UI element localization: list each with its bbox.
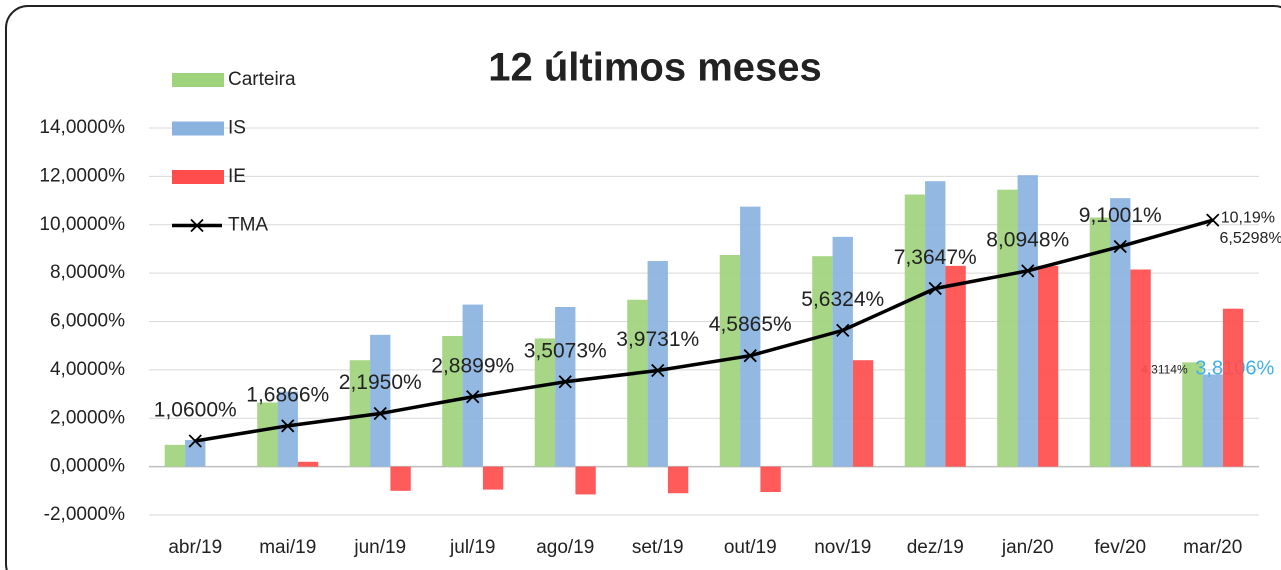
x-tick-label: jun/19 — [353, 537, 406, 558]
data-label: 8,0948% — [986, 228, 1069, 251]
legend-swatch — [172, 73, 224, 87]
bar — [904, 194, 926, 467]
bar — [1202, 374, 1223, 467]
bar — [760, 466, 781, 493]
line-marker — [836, 323, 850, 338]
y-tick-label: 2,0000% — [50, 407, 125, 428]
bar — [852, 360, 874, 467]
data-label: 6,5298% — [1220, 230, 1281, 247]
y-tick-label: 8,0000% — [50, 262, 125, 283]
bar — [1130, 269, 1151, 467]
line-marker — [1021, 264, 1035, 278]
legend-label: IS — [228, 118, 246, 139]
data-label: 5,6324% — [801, 288, 884, 311]
y-tick-label: 10,0000% — [39, 214, 125, 235]
line-marker — [281, 419, 295, 433]
bar — [1182, 362, 1203, 467]
y-tick-label: 6,0000% — [50, 311, 125, 332]
legend-swatch — [172, 170, 224, 184]
x-tick-label: set/19 — [632, 537, 684, 558]
bar — [1222, 308, 1244, 467]
x-tick-label: out/19 — [724, 537, 777, 558]
line-marker — [558, 375, 572, 389]
bar — [627, 299, 648, 467]
legend-label: TMA — [228, 215, 268, 236]
line — [194, 218, 1214, 443]
bar — [575, 466, 596, 495]
line-marker — [743, 349, 757, 363]
line-marker — [373, 406, 387, 421]
line-marker — [466, 390, 480, 404]
legend-label: Carteira — [228, 69, 296, 90]
bar — [832, 236, 853, 467]
x-tick-label: mai/19 — [259, 537, 316, 558]
x-tick-label: fev/20 — [1094, 537, 1146, 558]
data-label: 9,1001% — [1079, 204, 1162, 227]
line-marker — [188, 434, 202, 448]
y-tick-label: 0,0000% — [50, 456, 125, 477]
bar — [185, 440, 206, 467]
bar — [740, 206, 761, 467]
data-label: 2,8899% — [431, 354, 514, 377]
bar — [349, 360, 371, 467]
x-tick-label: dez/19 — [907, 537, 964, 558]
bar — [925, 181, 946, 467]
bar — [370, 334, 391, 467]
data-label: 4,5865% — [709, 313, 792, 336]
data-label: 1,6866% — [246, 383, 329, 406]
data-label: 2,1950% — [339, 371, 422, 394]
data-label: 7,3647% — [894, 246, 977, 269]
bar — [1037, 265, 1059, 467]
bar — [390, 466, 411, 491]
bar — [945, 265, 966, 467]
chart-title: 12 últimos meses — [488, 46, 822, 90]
line-marker — [928, 281, 942, 296]
bar — [1110, 198, 1131, 467]
x-tick-label: nov/19 — [814, 537, 871, 558]
x-tick-label: jul/19 — [449, 537, 495, 558]
bar — [462, 304, 483, 467]
bar — [534, 338, 556, 467]
data-label: 3,5073% — [524, 339, 607, 362]
x-tick-label: abr/19 — [168, 537, 222, 558]
legend-label: IE — [228, 166, 246, 187]
bar — [257, 402, 278, 467]
bar — [667, 466, 689, 494]
bar — [1017, 175, 1038, 467]
data-label: 4,3114% — [1141, 363, 1188, 377]
data-label: 1,0600% — [154, 399, 237, 422]
x-tick-label: mar/20 — [1183, 537, 1242, 558]
y-tick-label: 12,0000% — [39, 165, 125, 186]
bar — [277, 391, 298, 467]
bar — [812, 256, 833, 467]
bar — [647, 261, 668, 467]
data-label: 10,19% — [1221, 209, 1275, 226]
y-tick-label: -2,0000% — [44, 504, 125, 525]
bar — [482, 466, 504, 490]
x-tick-label: ago/19 — [536, 537, 594, 558]
bar — [555, 306, 576, 467]
bar — [164, 444, 186, 467]
x-tick-label: jan/20 — [1001, 537, 1054, 558]
bar — [719, 254, 741, 467]
bar — [1089, 217, 1111, 467]
data-label: 3,9731% — [616, 328, 699, 351]
legend-marker — [190, 218, 204, 233]
line-marker — [1206, 213, 1220, 227]
line-marker — [651, 363, 665, 378]
bar — [297, 461, 319, 467]
legend-swatch — [172, 121, 224, 136]
bar — [997, 189, 1018, 467]
y-tick-label: 14,0000% — [39, 117, 125, 138]
line-marker — [1113, 239, 1127, 254]
y-tick-label: 4,0000% — [50, 359, 125, 380]
